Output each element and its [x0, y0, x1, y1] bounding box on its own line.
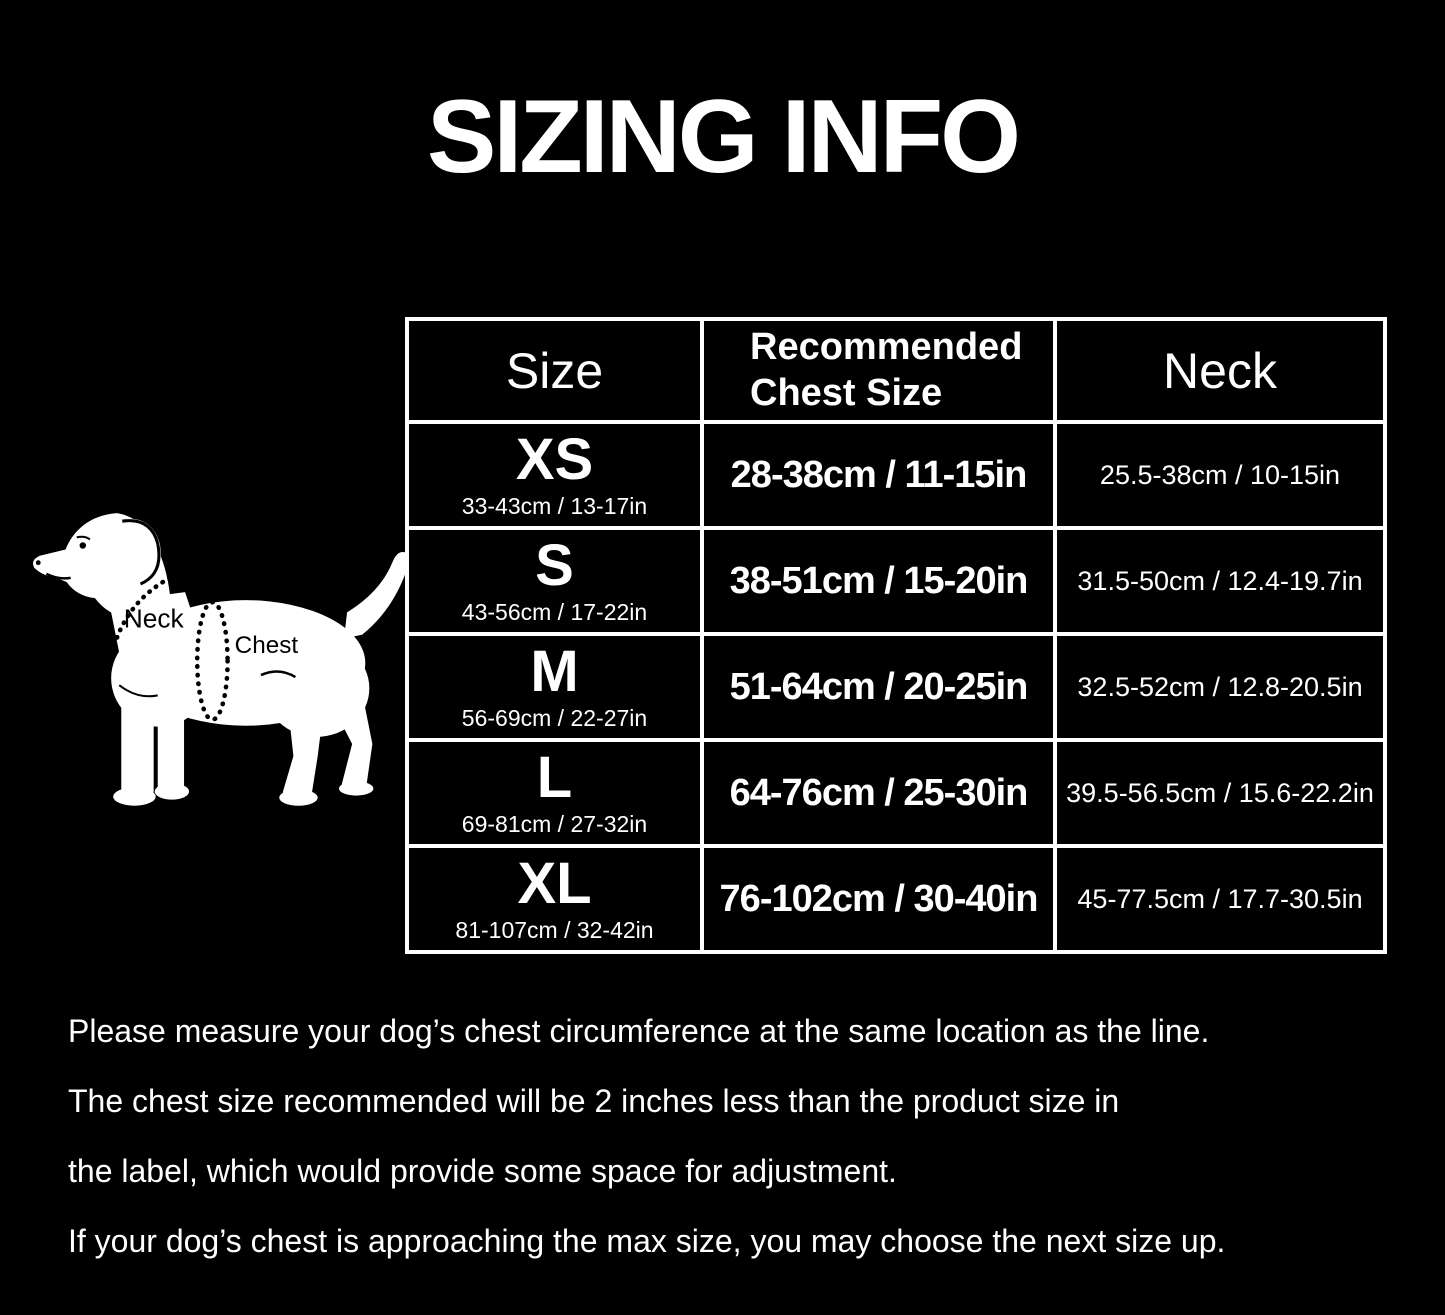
column-header-size: Size [405, 317, 704, 424]
neck-value: 39.5-56.5cm / 15.6-22.2in [1053, 738, 1387, 848]
size-label: M [530, 638, 579, 704]
chest-value: 51-64cm / 20-25in [700, 632, 1057, 742]
column-header-chest: Recommended Chest Size [700, 317, 1057, 424]
size-label: S [535, 532, 574, 598]
table-row-s: S 43-56cm / 17-22in 38-51cm / 15-20in 31… [405, 526, 1387, 636]
chest-measure-dotted-line [194, 599, 230, 722]
size-cell: XS 33-43cm / 13-17in [405, 420, 704, 530]
neck-value: 32.5-52cm / 12.8-20.5in [1053, 632, 1387, 742]
sizing-table: Size Recommended Chest Size Neck XS 33-4… [405, 317, 1387, 954]
size-sub-label: 69-81cm / 27-32in [461, 811, 648, 838]
table-header-row: Size Recommended Chest Size Neck [405, 317, 1387, 424]
size-label: XS [515, 426, 594, 492]
dog-measurement-diagram: Neck Chest [18, 488, 423, 848]
size-label: L [536, 744, 573, 810]
chest-value: 76-102cm / 30-40in [700, 844, 1057, 954]
dog-silhouette-icon: Neck Chest [33, 513, 410, 806]
size-cell: M 56-69cm / 22-27in [405, 632, 704, 742]
size-sub-label: 81-107cm / 32-42in [455, 917, 654, 944]
note-line-3: the label, which would provide some spac… [68, 1153, 897, 1189]
chest-value: 64-76cm / 25-30in [700, 738, 1057, 848]
neck-value: 31.5-50cm / 12.4-19.7in [1053, 526, 1387, 636]
chest-value: 28-38cm / 11-15in [700, 420, 1057, 530]
neck-value: 45-77.5cm / 17.7-30.5in [1053, 844, 1387, 954]
note-line-1: Please measure your dog’s chest circumfe… [68, 1013, 1210, 1049]
chest-value: 38-51cm / 15-20in [700, 526, 1057, 636]
neck-measure-dotted-line [112, 575, 173, 645]
size-cell: XL 81-107cm / 32-42in [405, 844, 704, 954]
table-row-m: M 56-69cm / 22-27in 51-64cm / 20-25in 32… [405, 632, 1387, 742]
page-title: SIZING INFO [427, 79, 1021, 195]
neck-diagram-label: Neck [124, 604, 185, 634]
chest-diagram-label: Chest [235, 632, 299, 659]
note-line-2: The chest size recommended will be 2 inc… [68, 1083, 1120, 1119]
table-row-xs: XS 33-43cm / 13-17in 28-38cm / 11-15in 2… [405, 420, 1387, 530]
size-cell: S 43-56cm / 17-22in [405, 526, 704, 636]
dog-nose [35, 560, 41, 566]
neck-value: 25.5-38cm / 10-15in [1053, 420, 1387, 530]
size-cell: L 69-81cm / 27-32in [405, 738, 704, 848]
size-sub-label: 33-43cm / 13-17in [461, 493, 648, 520]
table-row-xl: XL 81-107cm / 32-42in 76-102cm / 30-40in… [405, 844, 1387, 954]
column-header-neck: Neck [1053, 317, 1387, 424]
size-sub-label: 56-69cm / 22-27in [461, 705, 648, 732]
table-row-l: L 69-81cm / 27-32in 64-76cm / 25-30in 39… [405, 738, 1387, 848]
size-sub-label: 43-56cm / 17-22in [461, 599, 648, 626]
dog-eye [79, 542, 87, 549]
notes: Please measure your dog’s chest circumfe… [68, 996, 1418, 1276]
size-label: XL [517, 850, 592, 916]
note-line-4: If your dog’s chest is approaching the m… [68, 1223, 1226, 1259]
